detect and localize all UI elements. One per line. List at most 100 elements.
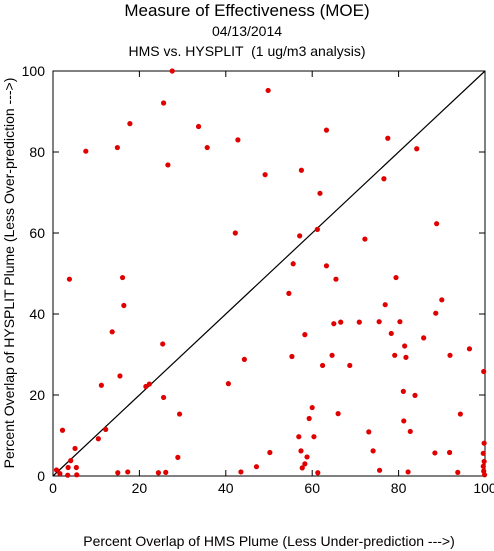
data-point: [65, 472, 71, 478]
data-point: [433, 310, 439, 316]
x-tick-label: 60: [304, 480, 320, 496]
x-tick-label: 20: [132, 480, 148, 496]
data-point: [480, 463, 486, 469]
data-point: [447, 352, 453, 358]
data-point: [402, 343, 408, 349]
x-tick-label: 80: [391, 480, 407, 496]
data-point: [155, 470, 162, 476]
data-point: [65, 464, 71, 471]
chart-title: Measure of Effectiveness (MOE): [124, 1, 370, 20]
data-point: [160, 394, 167, 401]
data-point: [290, 261, 296, 267]
data-point: [331, 321, 337, 327]
y-tick-label: 40: [29, 306, 45, 322]
data-point: [381, 176, 387, 182]
data-point: [296, 434, 302, 440]
data-point: [175, 454, 181, 460]
data-point: [146, 381, 152, 387]
data-point: [163, 469, 169, 475]
data-point: [347, 362, 353, 369]
data-point: [370, 448, 376, 454]
data-point: [434, 221, 440, 227]
data-point: [114, 144, 120, 151]
data-point: [73, 464, 79, 471]
data-point: [333, 276, 339, 282]
x-tick-label: 0: [49, 480, 57, 496]
data-point: [315, 470, 321, 476]
plot-area-frame: [52, 70, 486, 477]
x-tick-label: 40: [218, 480, 234, 496]
data-point: [455, 469, 461, 475]
chart-date: 04/13/2014: [211, 23, 283, 39]
data-point: [439, 297, 445, 303]
data-point: [306, 415, 312, 422]
data-point: [403, 354, 409, 360]
data-point: [309, 404, 315, 411]
data-point: [412, 392, 418, 398]
y-axis-label: Percent Overlap of HYSPLIT Plume (Less O…: [1, 78, 17, 469]
one-to-one-diagonal: [52, 70, 486, 477]
y-tick-label: 0: [37, 468, 45, 484]
data-point: [267, 449, 273, 456]
data-point: [302, 461, 308, 467]
data-point: [68, 458, 74, 464]
data-point: [481, 472, 488, 478]
data-point: [176, 411, 183, 417]
data-point: [401, 418, 407, 424]
data-point: [125, 469, 131, 475]
data-point: [317, 190, 323, 196]
data-point: [74, 472, 80, 478]
data-point: [319, 362, 326, 369]
data-point: [72, 445, 78, 452]
data-point: [121, 302, 127, 309]
data-point: [400, 388, 406, 394]
data-point: [253, 464, 260, 470]
data-point: [405, 469, 411, 475]
data-point: [165, 162, 171, 168]
data-point: [457, 411, 463, 417]
data-point: [314, 226, 320, 232]
data-point: [83, 148, 89, 154]
data-point: [297, 233, 303, 239]
data-point: [298, 167, 304, 173]
data-point: [115, 470, 121, 476]
chart-subtitle: HMS vs. HYSPLIT (1 ug/m3 analysis): [128, 43, 366, 59]
data-point: [335, 411, 341, 417]
data-point: [338, 319, 344, 325]
data-points: [53, 68, 488, 478]
data-point: [414, 146, 420, 152]
data-point: [225, 381, 231, 387]
x-tick-label: 100: [473, 480, 494, 496]
data-point: [481, 458, 487, 465]
data-point: [109, 329, 115, 335]
axis-ticks: 0 20 40 60 80 100 0 20 40 60 80 100: [22, 63, 494, 496]
data-point: [169, 68, 175, 74]
data-point: [299, 465, 305, 471]
data-point: [329, 352, 335, 358]
data-point: [289, 353, 295, 360]
data-point: [392, 352, 398, 358]
data-point: [57, 470, 63, 477]
data-point: [127, 121, 133, 127]
data-point: [366, 429, 372, 435]
data-point: [362, 236, 368, 242]
data-point: [432, 450, 438, 456]
data-point: [480, 450, 486, 456]
data-point: [195, 123, 202, 130]
data-point: [204, 144, 210, 151]
data-point: [298, 448, 304, 454]
data-point: [376, 467, 383, 473]
data-point: [98, 382, 104, 388]
data-point: [385, 135, 391, 141]
data-point: [238, 469, 244, 475]
y-tick-label: 100: [22, 63, 46, 79]
data-point: [232, 230, 238, 236]
data-point: [304, 454, 310, 460]
data-point: [160, 341, 166, 347]
data-point: [481, 368, 487, 375]
data-point: [388, 330, 394, 337]
y-tick-label: 20: [29, 387, 45, 403]
data-point: [397, 319, 403, 325]
data-point: [466, 346, 473, 352]
